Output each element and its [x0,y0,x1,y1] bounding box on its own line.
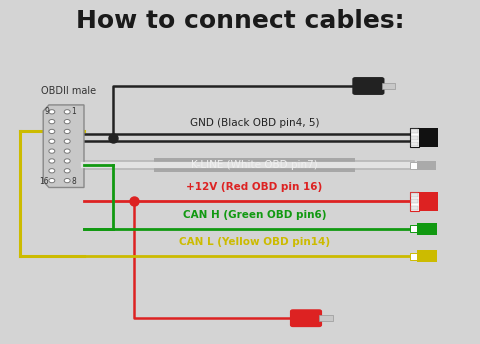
FancyBboxPatch shape [382,83,395,89]
Text: 1: 1 [71,107,76,116]
Text: 9: 9 [44,107,49,116]
FancyBboxPatch shape [319,315,333,321]
FancyBboxPatch shape [411,199,418,203]
Text: OBDII male: OBDII male [41,86,96,96]
Text: 16: 16 [39,177,49,186]
FancyBboxPatch shape [411,129,418,133]
FancyBboxPatch shape [419,128,438,147]
FancyBboxPatch shape [410,192,419,211]
Circle shape [64,159,70,163]
Circle shape [64,169,70,173]
Text: GND (Black OBD pin4, 5): GND (Black OBD pin4, 5) [190,118,319,128]
Polygon shape [43,105,84,187]
Text: K-LINE (White OBD pin7): K-LINE (White OBD pin7) [191,160,318,170]
FancyBboxPatch shape [417,250,437,262]
Circle shape [64,119,70,124]
Circle shape [49,139,55,143]
FancyBboxPatch shape [410,253,417,260]
FancyBboxPatch shape [411,136,418,140]
Text: 8: 8 [71,177,76,186]
FancyBboxPatch shape [411,193,418,197]
FancyBboxPatch shape [419,192,438,211]
Text: +12V (Red OBD pin 16): +12V (Red OBD pin 16) [186,182,323,192]
Circle shape [49,119,55,124]
FancyBboxPatch shape [411,206,418,210]
Circle shape [49,179,55,183]
FancyBboxPatch shape [154,158,355,172]
FancyBboxPatch shape [410,162,417,169]
Circle shape [49,129,55,133]
Circle shape [64,149,70,153]
FancyBboxPatch shape [290,309,322,327]
FancyBboxPatch shape [352,77,384,95]
Text: CAN H (Green OBD pin6): CAN H (Green OBD pin6) [183,210,326,220]
FancyBboxPatch shape [417,161,436,170]
Circle shape [64,110,70,114]
Circle shape [64,139,70,143]
Text: How to connect cables:: How to connect cables: [76,9,404,33]
Circle shape [64,179,70,183]
Circle shape [49,159,55,163]
FancyBboxPatch shape [411,142,418,146]
Circle shape [64,129,70,133]
FancyBboxPatch shape [410,128,419,147]
Circle shape [49,110,55,114]
Circle shape [49,149,55,153]
Text: CAN L (Yellow OBD pin14): CAN L (Yellow OBD pin14) [179,237,330,247]
FancyBboxPatch shape [417,223,437,235]
Circle shape [49,169,55,173]
FancyBboxPatch shape [410,225,417,232]
